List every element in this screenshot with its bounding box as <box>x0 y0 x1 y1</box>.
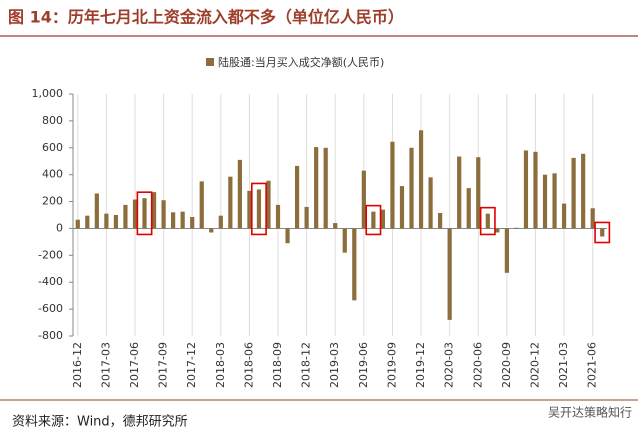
legend-swatch <box>206 58 214 66</box>
bar <box>190 217 195 229</box>
highlight-box <box>250 182 267 236</box>
bar <box>361 170 366 229</box>
y-tick-label: 400 <box>42 168 63 181</box>
y-tick-label: 200 <box>42 195 63 208</box>
bar <box>371 211 376 229</box>
bar <box>552 173 557 229</box>
bar <box>104 213 109 229</box>
bar <box>113 215 119 229</box>
bar <box>123 204 128 229</box>
bar <box>581 153 586 229</box>
bar <box>132 199 138 229</box>
bar <box>218 215 223 229</box>
bar <box>209 228 214 233</box>
y-tick-label: 0 <box>56 221 63 234</box>
bar <box>428 177 433 229</box>
y-tick-label: -800 <box>38 329 63 342</box>
bar <box>314 147 319 229</box>
y-tick-label: 800 <box>42 114 63 127</box>
x-tick-label: 2018-09 <box>271 342 284 388</box>
bar <box>247 190 252 229</box>
bar <box>323 147 328 229</box>
bar <box>600 228 605 237</box>
bar <box>275 204 281 229</box>
bar <box>333 223 338 229</box>
bar <box>304 206 309 229</box>
x-tick-label: 2020-09 <box>500 342 513 388</box>
bar <box>399 186 405 229</box>
bar <box>409 147 414 229</box>
bar <box>161 200 166 229</box>
bar <box>151 192 157 229</box>
bar <box>94 193 99 229</box>
highlight-box <box>136 191 153 236</box>
x-tick-label: 2016-12 <box>71 342 84 388</box>
x-tick-label: 2019-06 <box>357 342 370 388</box>
x-tick-label: 2017-06 <box>128 342 141 388</box>
y-tick-label: -600 <box>38 302 63 315</box>
highlight-box <box>479 206 496 236</box>
bar <box>571 157 576 229</box>
bar <box>237 159 242 229</box>
bar <box>533 151 538 229</box>
bar <box>171 212 176 229</box>
x-tick-label: 2020-12 <box>528 342 541 388</box>
bar <box>266 180 271 229</box>
x-tick-label: 2017-12 <box>185 342 198 388</box>
x-tick-label: 2017-09 <box>157 342 170 388</box>
bar <box>447 228 452 320</box>
legend-label: 陆股通:当月买入成交净额(人民币) <box>218 55 384 69</box>
bar <box>485 213 490 229</box>
x-tick-label: 2019-09 <box>385 342 398 388</box>
bar <box>380 209 386 229</box>
x-tick-label: 2017-03 <box>99 342 112 388</box>
bar <box>352 228 357 301</box>
bar <box>504 228 509 273</box>
bar <box>199 181 204 229</box>
y-tick-label: 600 <box>42 141 63 154</box>
x-tick-label: 2018-06 <box>242 342 255 388</box>
bar <box>418 130 424 229</box>
y-tick-label: -200 <box>38 248 63 261</box>
bar <box>495 228 500 233</box>
bar <box>590 208 595 229</box>
bar <box>514 227 519 229</box>
bar <box>457 156 462 229</box>
source: 资料来源：Wind，德邦研究所 <box>12 415 188 430</box>
bar <box>466 188 471 229</box>
bar <box>438 212 443 229</box>
highlight-box <box>365 204 382 236</box>
x-tick-label: 2018-03 <box>214 342 227 388</box>
watermark: 吴开达策略知行 <box>548 405 632 420</box>
y-tick-label: 1,000 <box>32 87 64 100</box>
bar <box>142 198 147 229</box>
bar <box>390 141 395 229</box>
highlight-box <box>594 221 611 244</box>
y-tick-label: -400 <box>38 275 63 288</box>
x-tick-label: 2019-03 <box>328 342 341 388</box>
bar <box>476 157 481 229</box>
bar <box>285 228 290 244</box>
chart-title: 图 14：历年七月北上资金流入都不多（单位亿人民币） <box>8 8 404 27</box>
bar <box>85 215 90 229</box>
x-tick-label: 2018-12 <box>300 342 313 388</box>
bar <box>523 150 529 229</box>
bar <box>228 176 233 229</box>
x-tick-label: 2019-12 <box>414 342 427 388</box>
x-tick-label: 2021-06 <box>586 342 599 388</box>
bar <box>342 228 347 253</box>
bar <box>180 211 185 229</box>
x-tick-label: 2020-06 <box>471 342 484 388</box>
bar <box>256 189 262 229</box>
bar <box>561 203 567 229</box>
bar <box>294 165 300 229</box>
x-tick-label: 2020-03 <box>443 342 456 388</box>
bar <box>542 174 548 229</box>
bar <box>75 219 80 229</box>
x-tick-label: 2021-03 <box>557 342 570 388</box>
